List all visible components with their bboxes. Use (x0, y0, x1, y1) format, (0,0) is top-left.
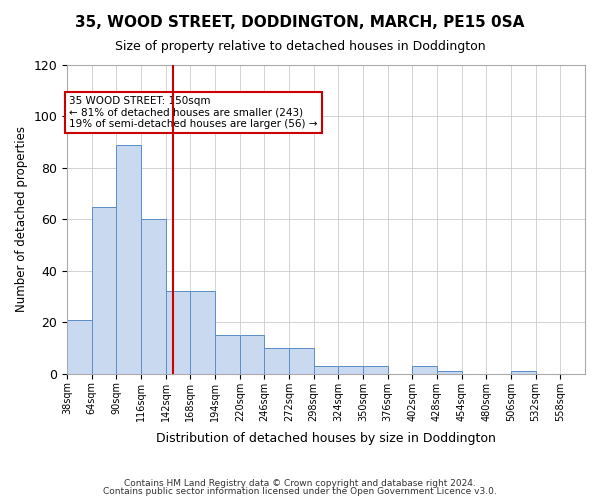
Text: 35, WOOD STREET, DODDINGTON, MARCH, PE15 0SA: 35, WOOD STREET, DODDINGTON, MARCH, PE15… (76, 15, 524, 30)
Text: Size of property relative to detached houses in Doddington: Size of property relative to detached ho… (115, 40, 485, 53)
X-axis label: Distribution of detached houses by size in Doddington: Distribution of detached houses by size … (156, 432, 496, 445)
Bar (240, 335, 265, 374)
Bar (289, 348, 314, 374)
Bar (116, 145, 141, 374)
Text: 35 WOOD STREET: 150sqm
← 81% of detached houses are smaller (243)
19% of semi-de: 35 WOOD STREET: 150sqm ← 81% of detached… (69, 96, 317, 129)
Bar (190, 292, 215, 374)
Bar (141, 220, 166, 374)
Y-axis label: Number of detached properties: Number of detached properties (15, 126, 28, 312)
Bar (314, 366, 338, 374)
Bar (265, 348, 289, 374)
Bar (338, 366, 363, 374)
Bar (511, 371, 536, 374)
Bar (363, 366, 388, 374)
Bar (437, 371, 462, 374)
Bar (92, 206, 116, 374)
Text: Contains HM Land Registry data © Crown copyright and database right 2024.: Contains HM Land Registry data © Crown c… (124, 478, 476, 488)
Bar (166, 292, 190, 374)
Text: Contains public sector information licensed under the Open Government Licence v3: Contains public sector information licen… (103, 487, 497, 496)
Bar (215, 335, 240, 374)
Bar (67, 320, 92, 374)
Bar (412, 366, 437, 374)
